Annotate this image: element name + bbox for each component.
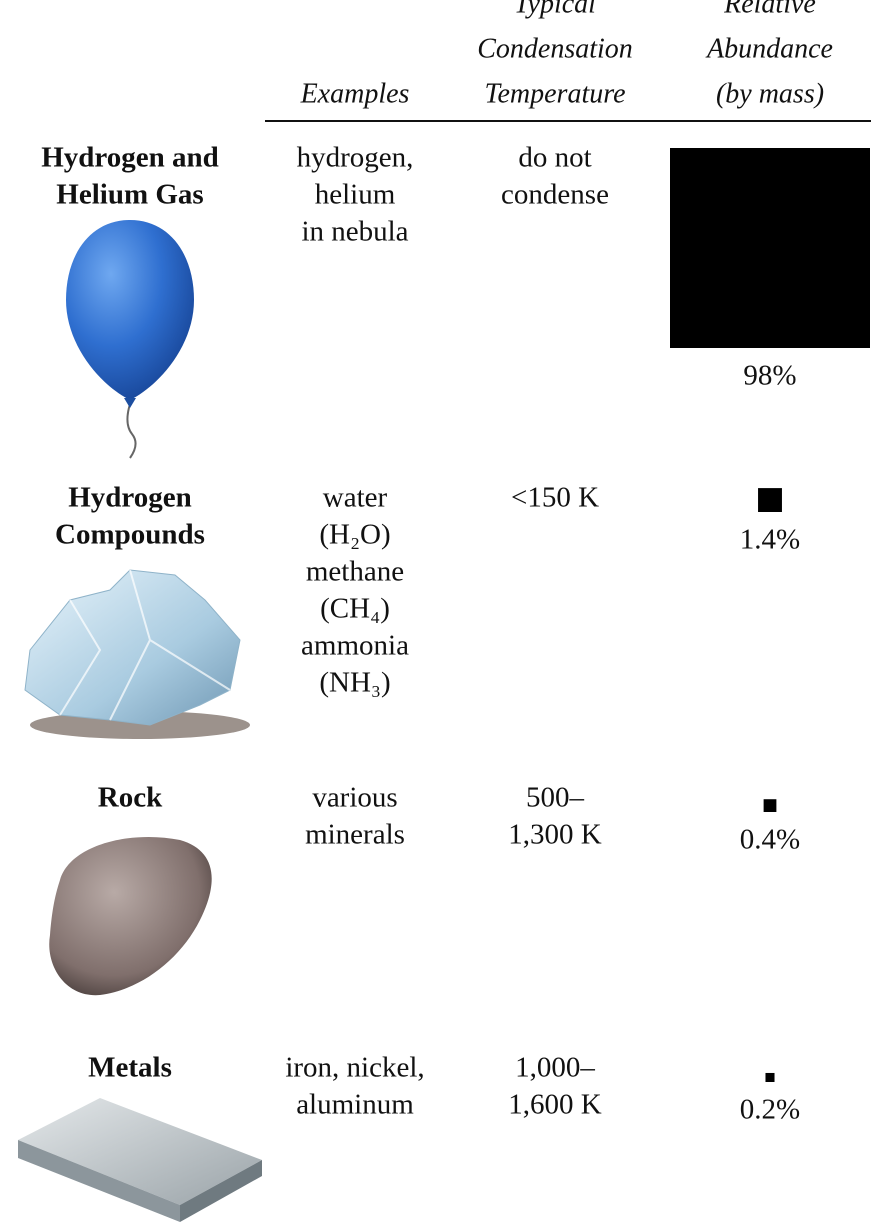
balloon-illustration [66, 220, 194, 459]
abundance-square [670, 148, 870, 348]
row-name: Metals [88, 1052, 172, 1084]
temperature: do not [518, 142, 591, 174]
row-name: Hydrogen and [41, 142, 219, 174]
abundance-label: 0.4% [740, 824, 800, 856]
metal-illustration [18, 1098, 262, 1222]
ice-illustration [24, 569, 250, 739]
temperature: 1,600 K [508, 1089, 602, 1121]
temperature: condense [501, 179, 609, 211]
column-header: Condensation [477, 33, 633, 64]
row-name: Helium Gas [56, 179, 203, 211]
row-name: Hydrogen [68, 482, 192, 514]
examples: (NH₃) [319, 667, 390, 699]
abundance-label: 0.2% [740, 1094, 800, 1126]
examples: in nebula [301, 216, 408, 248]
examples: helium [315, 179, 396, 211]
abundance-label: 98% [743, 360, 796, 392]
column-header: (by mass) [716, 78, 824, 109]
abundance-square [758, 488, 782, 512]
examples: water [323, 482, 388, 514]
temperature: 1,300 K [508, 819, 602, 851]
row-name: Rock [98, 782, 163, 814]
examples: iron, nickel, [285, 1052, 424, 1084]
column-header: Typical [514, 0, 596, 19]
abundance-square [765, 1072, 775, 1082]
rock-illustration [49, 836, 212, 996]
examples: (CH₄) [320, 593, 390, 625]
examples: methane [306, 556, 404, 588]
column-header: Abundance [705, 33, 833, 64]
column-header: Examples [300, 78, 410, 109]
examples: (H₂O) [319, 519, 390, 551]
abundance-square [763, 799, 777, 812]
temperature: 1,000– [515, 1052, 595, 1084]
examples: various [312, 782, 397, 814]
temperature: 500– [526, 782, 585, 814]
row-name: Compounds [55, 519, 205, 551]
examples: ammonia [301, 630, 409, 662]
abundance-label: 1.4% [740, 524, 800, 556]
examples: aluminum [296, 1089, 414, 1121]
temperature: <150 K [511, 482, 599, 514]
examples: hydrogen, [297, 142, 414, 174]
examples: minerals [305, 819, 405, 851]
column-header: Temperature [484, 78, 625, 109]
column-header: Relative [723, 0, 816, 19]
